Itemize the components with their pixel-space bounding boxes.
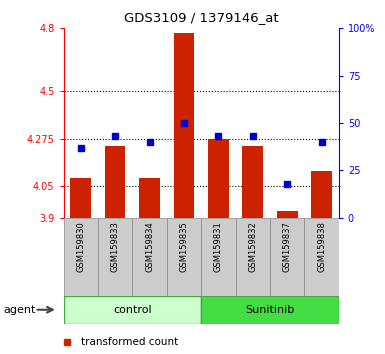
Text: GSM159831: GSM159831 xyxy=(214,222,223,272)
Text: GSM159830: GSM159830 xyxy=(76,222,85,272)
Bar xyxy=(201,296,339,324)
Bar xyxy=(305,218,339,296)
Bar xyxy=(208,139,229,218)
Bar xyxy=(174,33,194,218)
Bar xyxy=(64,296,201,324)
Text: transformed count: transformed count xyxy=(80,337,178,347)
Bar xyxy=(139,178,160,218)
Bar xyxy=(64,218,98,296)
Bar xyxy=(311,171,332,218)
Bar xyxy=(167,218,201,296)
Bar xyxy=(236,218,270,296)
Bar xyxy=(243,146,263,218)
Text: GSM159834: GSM159834 xyxy=(145,222,154,272)
Text: GSM159832: GSM159832 xyxy=(248,222,257,272)
Bar xyxy=(277,211,298,218)
Bar xyxy=(105,146,126,218)
Bar xyxy=(70,178,91,218)
Text: GSM159835: GSM159835 xyxy=(179,222,189,272)
Bar xyxy=(201,218,236,296)
Bar xyxy=(98,218,132,296)
Bar xyxy=(132,218,167,296)
Text: GSM159838: GSM159838 xyxy=(317,222,326,273)
Text: Sunitinib: Sunitinib xyxy=(245,305,295,315)
Text: GSM159833: GSM159833 xyxy=(110,222,120,273)
Title: GDS3109 / 1379146_at: GDS3109 / 1379146_at xyxy=(124,11,278,24)
Bar xyxy=(270,218,305,296)
Text: agent: agent xyxy=(4,305,36,315)
Text: control: control xyxy=(113,305,152,315)
Text: GSM159837: GSM159837 xyxy=(283,222,292,273)
